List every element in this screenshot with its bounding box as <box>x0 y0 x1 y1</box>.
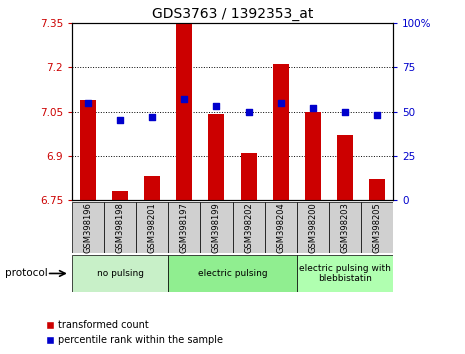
Bar <box>72 255 168 292</box>
Text: GSM398205: GSM398205 <box>372 202 381 253</box>
Bar <box>272 64 289 200</box>
Bar <box>200 202 232 253</box>
Bar <box>297 255 393 292</box>
Bar <box>337 135 353 200</box>
Bar <box>72 202 104 253</box>
Text: GSM398198: GSM398198 <box>116 202 125 253</box>
Bar <box>136 202 168 253</box>
Bar <box>168 255 297 292</box>
Bar <box>305 112 321 200</box>
Point <box>341 109 348 114</box>
Bar <box>176 23 193 200</box>
Text: no pulsing: no pulsing <box>97 269 144 278</box>
Bar <box>80 100 96 200</box>
Bar <box>297 202 329 253</box>
Point <box>148 114 156 120</box>
Text: GSM398196: GSM398196 <box>84 202 93 253</box>
Point <box>245 109 252 114</box>
Point <box>373 112 380 118</box>
Text: GSM398200: GSM398200 <box>308 202 317 253</box>
Text: GSM398203: GSM398203 <box>340 202 349 253</box>
Point <box>213 103 220 109</box>
Text: GSM398204: GSM398204 <box>276 202 285 253</box>
Text: GSM398201: GSM398201 <box>148 202 157 253</box>
Bar <box>265 202 297 253</box>
Point <box>116 118 124 123</box>
Text: GSM398199: GSM398199 <box>212 202 221 253</box>
Bar <box>329 202 361 253</box>
Text: GSM398202: GSM398202 <box>244 202 253 253</box>
Bar <box>369 179 385 200</box>
Bar <box>232 202 265 253</box>
Bar <box>361 202 393 253</box>
Text: GSM398197: GSM398197 <box>180 202 189 253</box>
Bar <box>168 202 200 253</box>
Point <box>180 96 188 102</box>
Bar <box>240 153 257 200</box>
Bar <box>208 114 225 200</box>
Text: electric pulsing: electric pulsing <box>198 269 267 278</box>
Bar <box>104 202 136 253</box>
Legend: transformed count, percentile rank within the sample: transformed count, percentile rank withi… <box>42 316 226 349</box>
Point <box>277 100 284 105</box>
Text: protocol: protocol <box>5 268 47 279</box>
Point <box>309 105 316 111</box>
Text: electric pulsing with
blebbistatin: electric pulsing with blebbistatin <box>299 264 391 283</box>
Title: GDS3763 / 1392353_at: GDS3763 / 1392353_at <box>152 7 313 21</box>
Bar <box>112 191 128 200</box>
Point <box>84 100 92 105</box>
Bar <box>144 176 160 200</box>
